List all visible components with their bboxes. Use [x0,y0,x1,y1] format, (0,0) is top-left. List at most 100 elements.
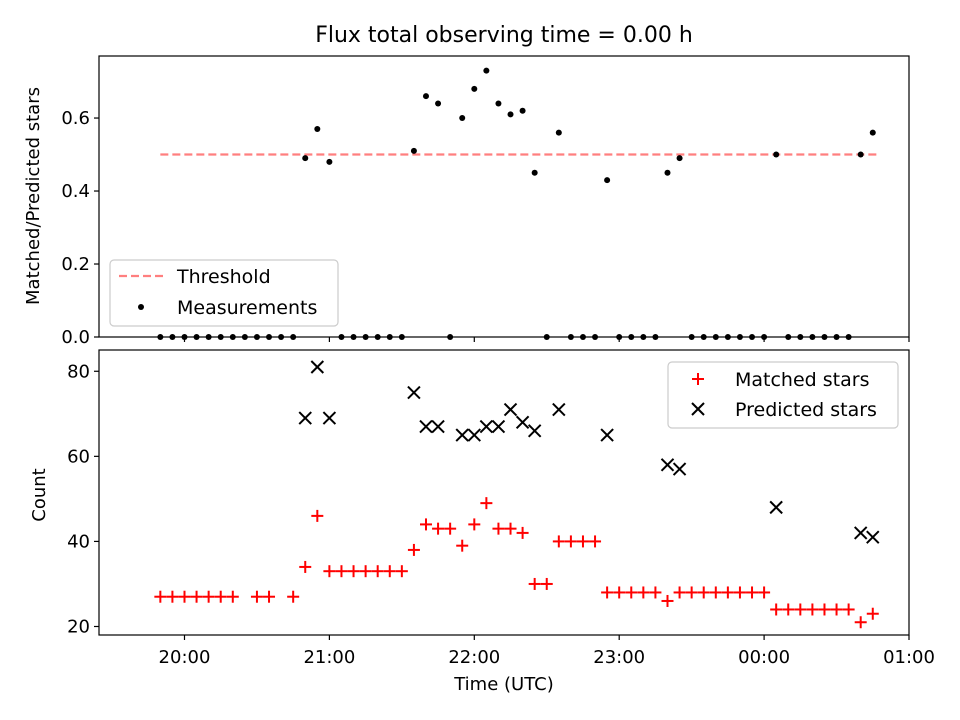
measurement-point [519,107,526,114]
matched-star-point [287,590,300,603]
measurement-point [314,125,321,132]
matched-star-point [806,603,819,616]
measurement-point [579,334,586,340]
measurement-point [157,334,164,340]
top-legend: Threshold Measurements [109,259,339,327]
predicted-star-point [866,530,880,544]
matched-star-point [432,522,445,535]
measurement-point [338,334,345,340]
measurement-point [386,334,393,340]
matched-star-point [746,586,759,599]
matched-star-point [794,603,807,616]
matched-star-point [166,590,179,603]
x-tick-label: 22:00 [448,647,500,668]
matched-star-point [758,586,771,599]
legend-matched-label: Matched stars [735,369,869,391]
measurement-point [543,334,550,340]
top-axes-frame [98,55,910,338]
measurement-point [471,85,478,92]
matched-star-point [866,607,879,620]
predicted-star-point [527,424,542,438]
predicted-star-point [503,402,518,417]
matched-star-point [613,586,626,599]
measurement-point [483,67,490,74]
top-y-tick-label: 0.0 [61,327,90,348]
legend-predicted-swatch [691,402,705,416]
predicted-star-point [853,526,868,540]
predicted-star-point [552,402,566,417]
matched-star-point [492,522,505,535]
matched-star-point [697,586,710,599]
predicted-star-point [467,428,482,442]
matched-star-point [178,590,191,603]
measurement-point [459,115,466,122]
top-plot-area: 0.0 0.2 0.4 0.6 [61,55,910,348]
predicted-star-point [769,500,783,515]
predicted-star-point [515,415,530,430]
matched-star-point [601,586,614,599]
matched-star-point [456,539,469,552]
matched-star-point [468,518,481,531]
x-axis-label: Time (UTC) [453,674,554,695]
matched-star-point [540,577,553,590]
matched-star-point [782,603,795,616]
measurement-point [193,334,200,340]
matched-star-point [226,590,239,603]
measurement-point [700,334,707,340]
predicted-star-point [660,458,675,472]
matched-star-point [552,535,565,548]
measurement-point [567,334,574,340]
measurement-point [616,334,623,340]
measurement-point [555,129,562,136]
measurement-point [688,334,695,340]
matched-star-point [733,586,746,599]
matched-star-point [335,565,348,578]
measurement-point [531,169,538,176]
measurement-point [785,334,792,340]
measurement-point [676,155,683,162]
matched-star-point [818,603,831,616]
measurement-point [833,334,840,340]
measurement-point [592,334,599,340]
matched-star-point [407,543,420,556]
measurement-point [229,334,236,340]
measurement-point [398,334,405,340]
measurement-point [604,177,611,184]
bottom-y-tick-label: 40 [67,531,90,552]
measurement-point [652,334,659,340]
matched-star-point [419,518,432,531]
measurement-point [628,334,635,340]
measurement-point [326,158,333,165]
legend-threshold-label: Threshold [176,266,271,288]
predicted-star-point [600,428,614,442]
measurement-point [821,334,828,340]
x-tick-label: 00:00 [738,647,790,668]
measurement-point [302,155,309,162]
matched-star-point [589,535,602,548]
matched-star-point [444,522,457,535]
measurement-point [290,334,297,340]
measurement-point [266,334,273,340]
top-panel: 0.0 0.2 0.4 0.6 Matched/Predicted stars Thr… [23,55,910,348]
measurement-point [761,334,768,340]
measurement-point [374,334,381,340]
measurement-point [205,334,212,340]
matched-star-point [576,535,589,548]
matched-star-point [395,565,408,578]
matched-star-point [359,565,372,578]
chart-title: Flux total observing time = 0.00 h [315,23,693,48]
matched-star-point [202,590,215,603]
matched-star-point [625,586,638,599]
legend-measurements-label: Measurements [177,297,317,319]
matched-star-point [190,590,203,603]
measurement-point [749,334,756,340]
matched-star-point [516,526,529,539]
measurement-point [712,334,719,340]
bottom-panel: 20 40 60 80 20:00 21:00 22:00 23:00 00:00 01:00 C… [29,349,935,695]
predicted-star-point [455,428,469,442]
top-y-tick-label: 0.4 [61,181,90,202]
matched-star-point [685,586,698,599]
matched-star-point [299,560,312,573]
measurement-point [435,100,442,107]
